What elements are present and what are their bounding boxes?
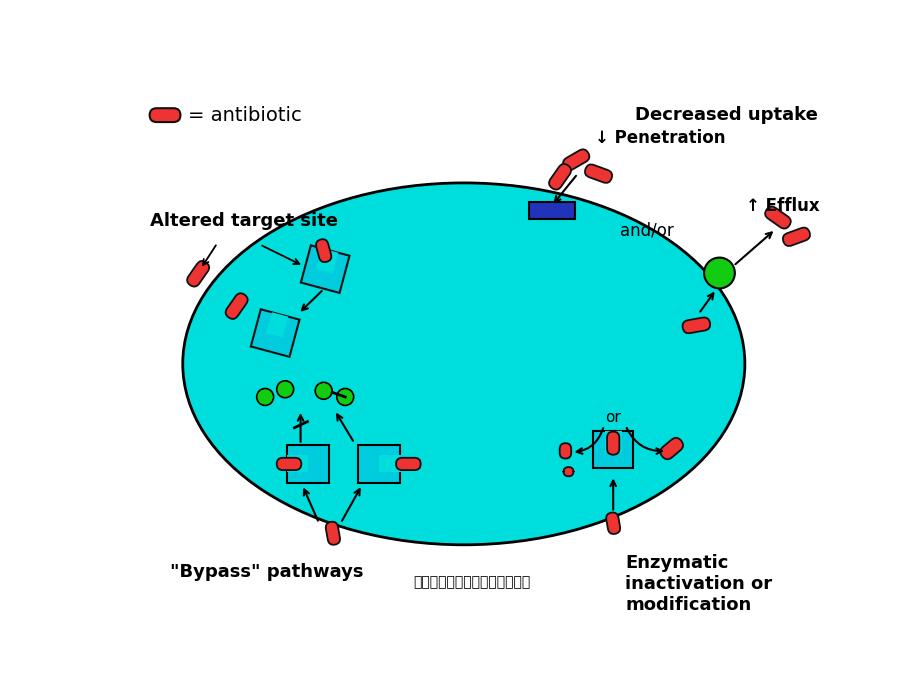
- Text: or: or: [605, 411, 620, 425]
- FancyBboxPatch shape: [607, 432, 618, 455]
- Text: ↓ Penetration: ↓ Penetration: [594, 129, 724, 147]
- Text: 细菌耔药机制专题医学知识宣讲: 细菌耔药机制专题医学知识宣讲: [413, 575, 529, 589]
- FancyBboxPatch shape: [277, 457, 301, 470]
- Circle shape: [703, 257, 734, 288]
- FancyBboxPatch shape: [682, 317, 709, 333]
- Circle shape: [336, 388, 353, 406]
- FancyBboxPatch shape: [150, 108, 180, 122]
- FancyBboxPatch shape: [584, 164, 611, 183]
- Bar: [267, 313, 288, 337]
- Bar: [251, 309, 300, 357]
- Text: "Bypass" pathways: "Bypass" pathways: [169, 563, 363, 581]
- Bar: [593, 431, 632, 468]
- Text: Decreased uptake: Decreased uptake: [634, 106, 817, 124]
- Bar: [528, 202, 574, 219]
- FancyBboxPatch shape: [395, 457, 420, 470]
- Bar: [316, 248, 338, 273]
- Bar: [379, 455, 401, 473]
- FancyBboxPatch shape: [315, 239, 331, 262]
- FancyBboxPatch shape: [563, 467, 573, 476]
- FancyBboxPatch shape: [549, 164, 571, 190]
- Bar: [301, 246, 349, 293]
- Text: Altered target site: Altered target site: [150, 213, 337, 230]
- Bar: [287, 455, 308, 473]
- Text: = antibiotic: = antibiotic: [187, 106, 301, 125]
- Circle shape: [315, 382, 332, 400]
- Circle shape: [277, 381, 293, 397]
- Bar: [604, 431, 621, 453]
- Text: Enzymatic
inactivation or
modification: Enzymatic inactivation or modification: [625, 554, 772, 613]
- FancyBboxPatch shape: [660, 437, 683, 460]
- Bar: [357, 444, 400, 483]
- Text: and/or: and/or: [619, 221, 674, 239]
- Circle shape: [256, 388, 273, 406]
- Ellipse shape: [183, 183, 744, 545]
- Text: ↑ Efflux: ↑ Efflux: [745, 197, 819, 215]
- FancyBboxPatch shape: [225, 293, 247, 319]
- FancyBboxPatch shape: [325, 522, 340, 545]
- Bar: [287, 444, 329, 483]
- FancyBboxPatch shape: [765, 206, 790, 228]
- FancyBboxPatch shape: [782, 228, 810, 246]
- FancyBboxPatch shape: [187, 261, 209, 286]
- FancyBboxPatch shape: [606, 513, 619, 534]
- FancyBboxPatch shape: [559, 443, 571, 459]
- FancyBboxPatch shape: [562, 149, 589, 170]
